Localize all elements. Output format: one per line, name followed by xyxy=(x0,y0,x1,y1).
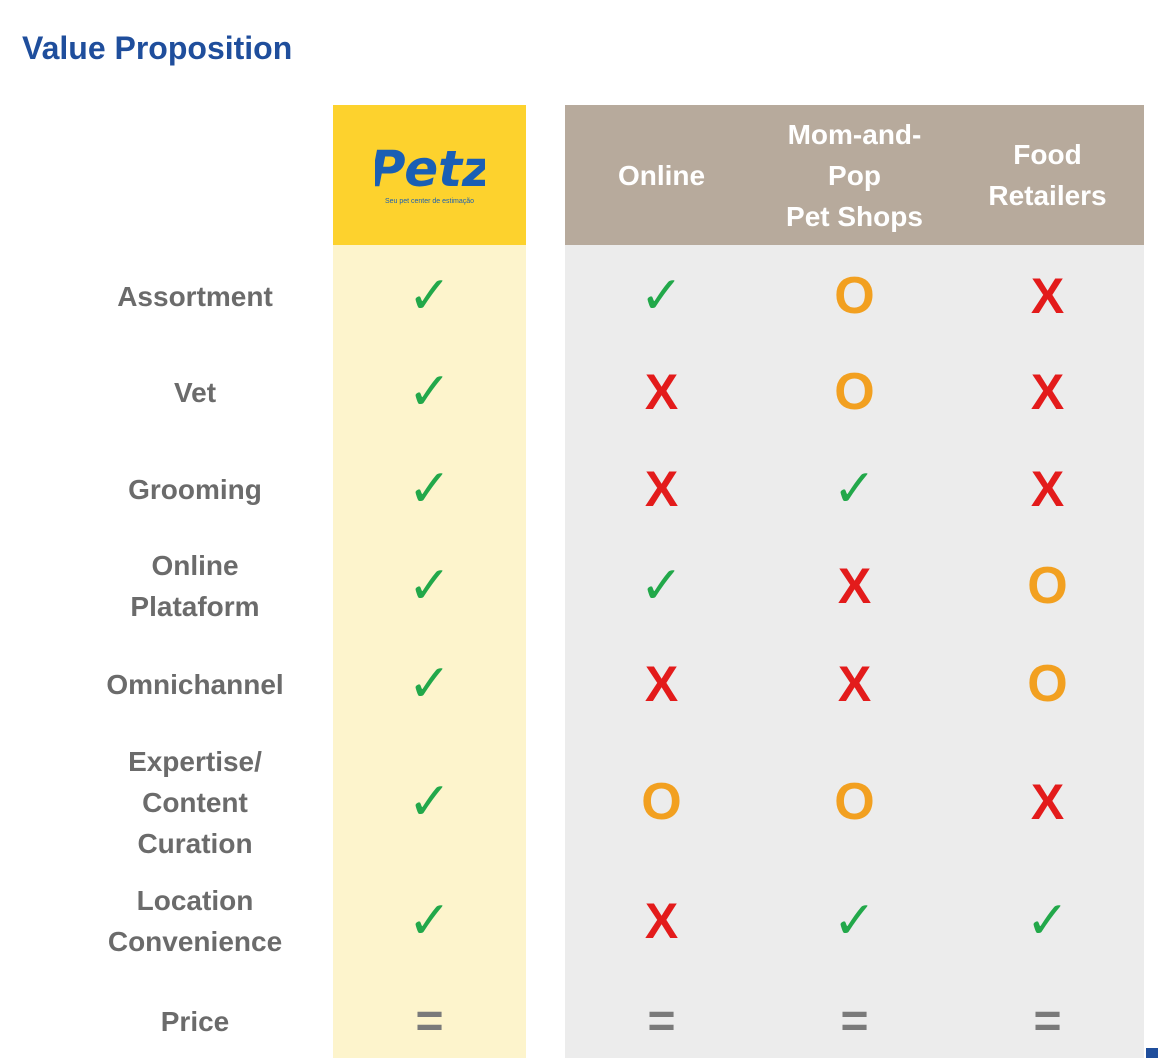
rating-cell: O xyxy=(951,649,1144,719)
rating-cell: ✓ xyxy=(333,886,526,956)
petz-header: Petz Seu pet center de estimação xyxy=(333,105,526,245)
x-mark-icon: X xyxy=(644,893,679,949)
rating-cell: X xyxy=(951,357,1144,427)
check-icon: ✓ xyxy=(407,362,452,422)
x-mark-icon: X xyxy=(1030,774,1065,830)
equals-icon: = xyxy=(415,994,444,1048)
rating-cell: ✓ xyxy=(333,649,526,719)
rating-cell: = xyxy=(951,986,1144,1056)
column-header-food-retailers: Food Retailers xyxy=(988,139,1107,211)
rating-cell: ✓ xyxy=(333,357,526,427)
rating-cell: ✓ xyxy=(333,551,526,621)
rating-cell: ✓ xyxy=(333,767,526,837)
rating-cell: X xyxy=(565,649,758,719)
equals-icon: = xyxy=(1033,994,1062,1048)
check-icon: ✓ xyxy=(1025,891,1070,951)
rating-cell: X xyxy=(951,261,1144,331)
row-label: Online Plataform xyxy=(130,550,260,622)
svg-text:Petz: Petz xyxy=(375,140,485,196)
rating-cell: ✓ xyxy=(333,261,526,331)
rating-cell: X xyxy=(951,454,1144,524)
rating-cell: ✓ xyxy=(333,454,526,524)
x-mark-icon: X xyxy=(1030,364,1065,420)
check-icon: ✓ xyxy=(639,266,684,326)
petz-tagline: Seu pet center de estimação xyxy=(384,197,475,205)
page-title: Value Proposition xyxy=(22,30,293,66)
row-label: Omnichannel xyxy=(106,668,284,700)
check-icon: ✓ xyxy=(407,459,452,519)
x-mark-icon: X xyxy=(644,656,679,712)
row-label: Vet xyxy=(173,376,217,408)
circle-icon: O xyxy=(834,363,875,421)
rating-cell: ✓ xyxy=(951,886,1144,956)
rating-cell: X xyxy=(951,767,1144,837)
rating-cell: X xyxy=(565,454,758,524)
rating-cell: X xyxy=(758,649,951,719)
check-icon: ✓ xyxy=(407,556,452,616)
petz-logo: Petz Seu pet center de estimação xyxy=(375,138,485,205)
x-mark-icon: X xyxy=(837,558,872,614)
x-mark-icon: X xyxy=(1030,268,1065,324)
row-label: Price xyxy=(160,1005,230,1037)
rating-cell: O xyxy=(758,261,951,331)
x-mark-icon: X xyxy=(1030,461,1065,517)
competitors-header xyxy=(565,105,1144,245)
check-icon: ✓ xyxy=(407,266,452,326)
equals-icon: = xyxy=(647,994,676,1048)
row-label: Assortment xyxy=(117,280,273,312)
rating-cell: O xyxy=(758,357,951,427)
row-label: Grooming xyxy=(128,473,262,505)
circle-icon: O xyxy=(641,773,682,831)
check-icon: ✓ xyxy=(832,891,877,951)
rating-cell: X xyxy=(565,357,758,427)
rating-cell: ✓ xyxy=(565,261,758,331)
rating-cell: ✓ xyxy=(758,886,951,956)
row-label: Expertise/ Content Curation xyxy=(128,745,262,859)
circle-icon: O xyxy=(1027,557,1068,615)
petz-logo-icon: Petz xyxy=(375,140,485,196)
column-header-mom-and-pop: Mom-and- Pop Pet Shops xyxy=(786,118,923,232)
x-mark-icon: X xyxy=(644,364,679,420)
rating-cell: X xyxy=(758,551,951,621)
rating-cell: ✓ xyxy=(565,551,758,621)
check-icon: ✓ xyxy=(639,556,684,616)
check-icon: ✓ xyxy=(832,459,877,519)
check-icon: ✓ xyxy=(407,772,452,832)
row-label: Location Convenience xyxy=(107,885,283,957)
rating-cell: X xyxy=(565,886,758,956)
corner-accent xyxy=(1146,1048,1158,1058)
circle-icon: O xyxy=(834,773,875,831)
rating-cell: O xyxy=(565,767,758,837)
rating-cell: = xyxy=(758,986,951,1056)
circle-icon: O xyxy=(834,267,875,325)
rating-cell: = xyxy=(333,986,526,1056)
rating-cell: O xyxy=(758,767,951,837)
rating-cell: = xyxy=(565,986,758,1056)
rating-cell: O xyxy=(951,551,1144,621)
rating-cell: ✓ xyxy=(758,454,951,524)
check-icon: ✓ xyxy=(407,654,452,714)
x-mark-icon: X xyxy=(837,656,872,712)
x-mark-icon: X xyxy=(644,461,679,517)
competitors-column-background xyxy=(565,105,1144,1058)
circle-icon: O xyxy=(1027,655,1068,713)
equals-icon: = xyxy=(840,994,869,1048)
petz-column-background xyxy=(333,105,526,1058)
check-icon: ✓ xyxy=(407,891,452,951)
column-header-online: Online xyxy=(617,159,706,191)
